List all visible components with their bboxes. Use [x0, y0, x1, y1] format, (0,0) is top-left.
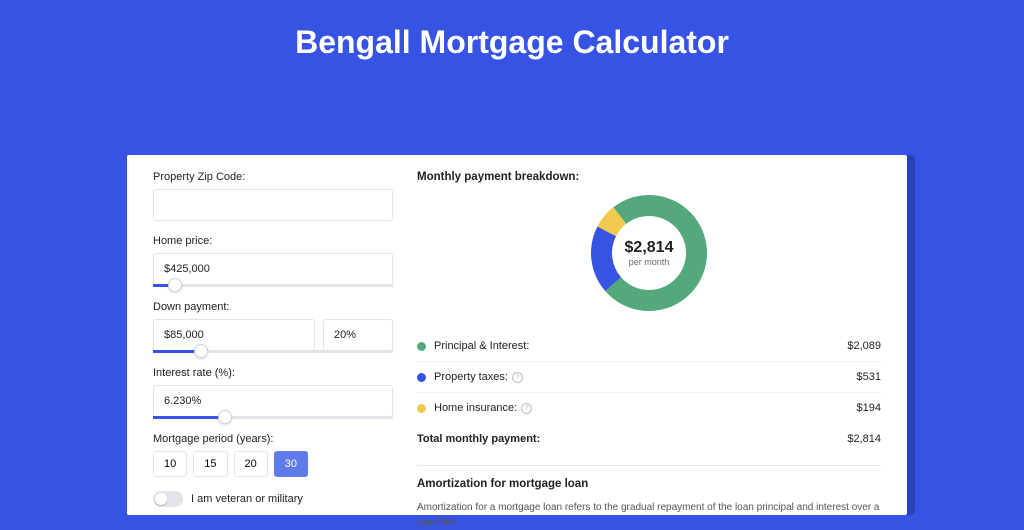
interest-group: Interest rate (%): — [153, 367, 393, 419]
period-group: Mortgage period (years): 1015 2030 — [153, 433, 393, 477]
period-btn-30[interactable]: 30 — [274, 451, 308, 477]
total-label: Total monthly payment: — [417, 433, 847, 445]
info-icon[interactable]: ? — [512, 372, 523, 383]
home-price-slider-handle[interactable] — [168, 278, 182, 292]
amortization-body: Amortization for a mortgage loan refers … — [417, 500, 881, 530]
breakdown-label: Property taxes: ? — [434, 371, 857, 383]
period-btn-10[interactable]: 10 — [153, 451, 187, 477]
amortization-title: Amortization for mortgage loan — [417, 478, 881, 490]
zip-label: Property Zip Code: — [153, 171, 393, 183]
donut-chart-wrap: $2,814 per month — [417, 193, 881, 313]
divider — [417, 465, 881, 466]
page-title: Bengall Mortgage Calculator — [0, 0, 1024, 81]
zip-input[interactable] — [153, 189, 393, 221]
breakdown-row: Property taxes: ?$531 — [417, 362, 881, 393]
interest-input[interactable] — [153, 385, 393, 417]
period-label: Mortgage period (years): — [153, 433, 393, 445]
breakdown-value: $2,089 — [847, 340, 881, 352]
legend-dot — [417, 373, 426, 382]
veteran-toggle[interactable] — [153, 491, 183, 507]
down-payment-label: Down payment: — [153, 301, 393, 313]
veteran-toggle-label: I am veteran or military — [191, 493, 303, 505]
calculator-card: Property Zip Code: Home price: Down paym… — [127, 155, 907, 515]
interest-label: Interest rate (%): — [153, 367, 393, 379]
breakdown-value: $531 — [857, 371, 881, 383]
donut-chart: $2,814 per month — [589, 193, 709, 313]
total-value: $2,814 — [847, 433, 881, 445]
down-payment-input[interactable] — [153, 319, 315, 351]
home-price-input[interactable] — [153, 253, 393, 285]
down-payment-slider-handle[interactable] — [194, 344, 208, 358]
breakdown-value: $194 — [857, 402, 881, 414]
down-payment-group: Down payment: — [153, 301, 393, 353]
info-icon[interactable]: ? — [521, 403, 532, 414]
interest-slider[interactable] — [153, 416, 393, 419]
down-payment-slider[interactable] — [153, 350, 393, 353]
legend-dot — [417, 342, 426, 351]
form-column: Property Zip Code: Home price: Down paym… — [153, 171, 393, 499]
home-price-group: Home price: — [153, 235, 393, 287]
donut-amount: $2,814 — [625, 239, 674, 257]
home-price-slider[interactable] — [153, 284, 393, 287]
veteran-toggle-row: I am veteran or military — [153, 491, 393, 507]
legend-dot — [417, 404, 426, 413]
breakdown-label: Home insurance: ? — [434, 402, 857, 414]
total-row: Total monthly payment: $2,814 — [417, 423, 881, 459]
breakdown-label: Principal & Interest: — [434, 340, 847, 352]
period-btn-15[interactable]: 15 — [193, 451, 227, 477]
breakdown-column: Monthly payment breakdown: $2,814 per mo… — [417, 171, 881, 499]
zip-group: Property Zip Code: — [153, 171, 393, 221]
donut-sub: per month — [625, 257, 674, 267]
breakdown-title: Monthly payment breakdown: — [417, 171, 881, 183]
breakdown-row: Principal & Interest:$2,089 — [417, 331, 881, 362]
breakdown-row: Home insurance: ?$194 — [417, 393, 881, 423]
interest-slider-handle[interactable] — [218, 410, 232, 424]
period-btn-20[interactable]: 20 — [234, 451, 268, 477]
home-price-label: Home price: — [153, 235, 393, 247]
down-payment-pct-input[interactable] — [323, 319, 393, 351]
